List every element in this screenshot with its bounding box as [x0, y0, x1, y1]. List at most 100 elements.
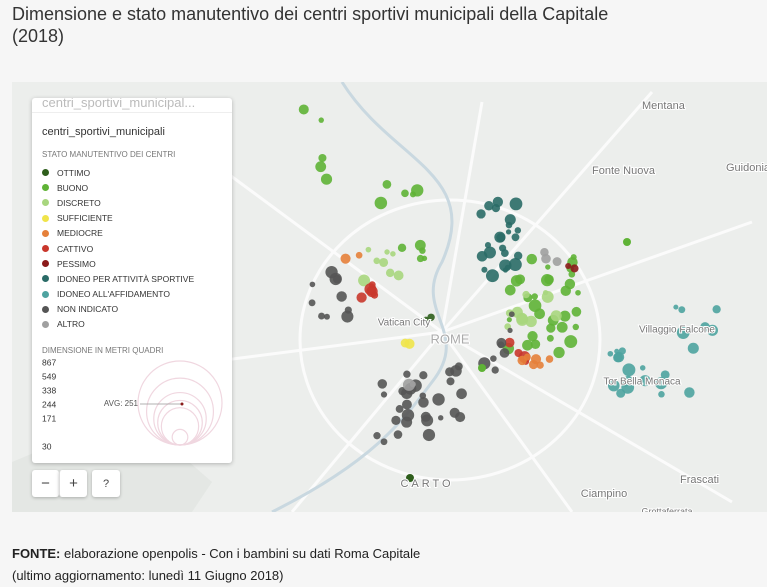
size-label: 171: [42, 413, 56, 423]
center-point: [544, 274, 554, 285]
legend-item: MEDIOCRE: [42, 226, 232, 241]
center-point: [607, 379, 620, 392]
legend-label: BUONO: [57, 182, 89, 193]
size-label: 549: [42, 371, 56, 381]
legend-label: OTTIMO: [57, 167, 91, 178]
center-point: [358, 274, 371, 287]
center-point: [516, 313, 529, 326]
center-point: [419, 371, 428, 380]
center-point: [485, 269, 499, 283]
center-point: [700, 322, 710, 332]
center-point: [560, 285, 571, 297]
center-point: [401, 189, 409, 198]
center-point: [456, 388, 467, 400]
center-point: [484, 201, 494, 211]
center-point: [382, 180, 392, 189]
center-point: [373, 432, 381, 440]
center-point: [528, 299, 542, 313]
center-point: [504, 337, 515, 348]
legend-label: ALTRO: [57, 319, 85, 330]
center-point: [344, 306, 352, 314]
avg-label: AVG: 251: [104, 399, 139, 408]
legend-item: NON INDICATO: [42, 302, 232, 317]
center-point: [395, 405, 404, 413]
legend-swatch: [42, 214, 49, 222]
center-point: [508, 311, 515, 318]
legend-item: BUONO: [42, 180, 232, 195]
center-point: [379, 258, 389, 267]
center-point: [514, 227, 522, 234]
center-point: [507, 327, 513, 334]
legend-swatch: [42, 305, 49, 313]
legend-items: OTTIMO BUONO DISCRETO SUFFICIENTE MEDIOCRE CA…: [32, 165, 232, 332]
center-point: [522, 290, 530, 299]
place-label: Frascati: [680, 474, 719, 486]
center-point: [490, 355, 497, 362]
center-point: [531, 293, 538, 300]
center-point: [550, 310, 562, 322]
legend-swatch: [42, 260, 49, 268]
place-label: Tor Bella Monaca: [603, 377, 681, 388]
legend-panel: centri_sportivi_municipal... centri_spor…: [32, 98, 232, 463]
legend-label: DISCRETO: [57, 197, 101, 208]
center-point: [639, 375, 651, 387]
size-circle: [137, 360, 223, 446]
size-label: 244: [42, 399, 56, 409]
title: Dimensione e stato manutentivo dei centr…: [12, 4, 609, 46]
center-point: [401, 399, 412, 410]
update-line: (ultimo aggiornamento: lunedì 11 Giugno …: [12, 568, 284, 583]
center-point: [422, 428, 436, 442]
center-point: [446, 377, 455, 386]
center-point: [527, 331, 538, 342]
center-point: [355, 251, 363, 259]
center-point: [607, 350, 614, 357]
center-point: [390, 251, 396, 257]
center-point: [499, 348, 510, 358]
center-point: [687, 342, 699, 354]
size-label: 867: [42, 357, 56, 367]
center-point: [568, 270, 576, 278]
help-button[interactable]: ?: [92, 470, 120, 497]
legend-label: SUFFICIENTE: [57, 213, 113, 224]
center-point: [366, 285, 378, 298]
legend-swatch: [42, 245, 49, 253]
size-label: 338: [42, 385, 56, 395]
search-box[interactable]: centri_sportivi_municipal...: [32, 98, 232, 113]
legend-swatch: [42, 320, 49, 328]
center-point: [522, 339, 533, 351]
center-point: [515, 274, 526, 285]
source-text: elaborazione openpolis - Con i bambini s…: [64, 546, 421, 561]
center-point: [517, 355, 527, 366]
center-point: [678, 306, 686, 314]
zoom-out[interactable]: −: [32, 470, 59, 497]
center-point: [373, 257, 381, 265]
zoom-in[interactable]: +: [59, 470, 87, 497]
center-point: [511, 233, 520, 242]
center-point: [505, 229, 512, 235]
center-point: [559, 310, 571, 322]
center-point: [570, 264, 579, 273]
legend-swatch: [42, 290, 49, 298]
legend-item: CATTIVO: [42, 241, 232, 256]
legend-item: PESSIMO: [42, 256, 232, 271]
roads: [131, 91, 753, 512]
place-label: ROME: [431, 331, 470, 346]
center-point: [422, 316, 429, 323]
legend-title: STATO MANUTENTIVO DEI CENTRI: [42, 150, 176, 159]
legend-label: IDONEO ALL'AFFIDAMENTO: [57, 289, 170, 300]
center-point: [556, 321, 568, 333]
center-point: [530, 339, 541, 349]
layer-title: centri_sportivi_municipali: [42, 126, 165, 138]
center-point: [684, 387, 695, 398]
center-point: [397, 243, 407, 253]
center-point: [368, 281, 376, 289]
center-point: [418, 397, 429, 408]
legend-item: ALTRO: [42, 317, 232, 332]
center-point: [377, 379, 388, 389]
center-point: [571, 306, 582, 317]
legend-item: IDONEO PER ATTIVITÀ SPORTIVE: [42, 271, 232, 286]
center-point: [340, 253, 351, 264]
center-point: [514, 348, 523, 358]
size-circle: [145, 377, 215, 446]
center-point: [616, 388, 626, 398]
